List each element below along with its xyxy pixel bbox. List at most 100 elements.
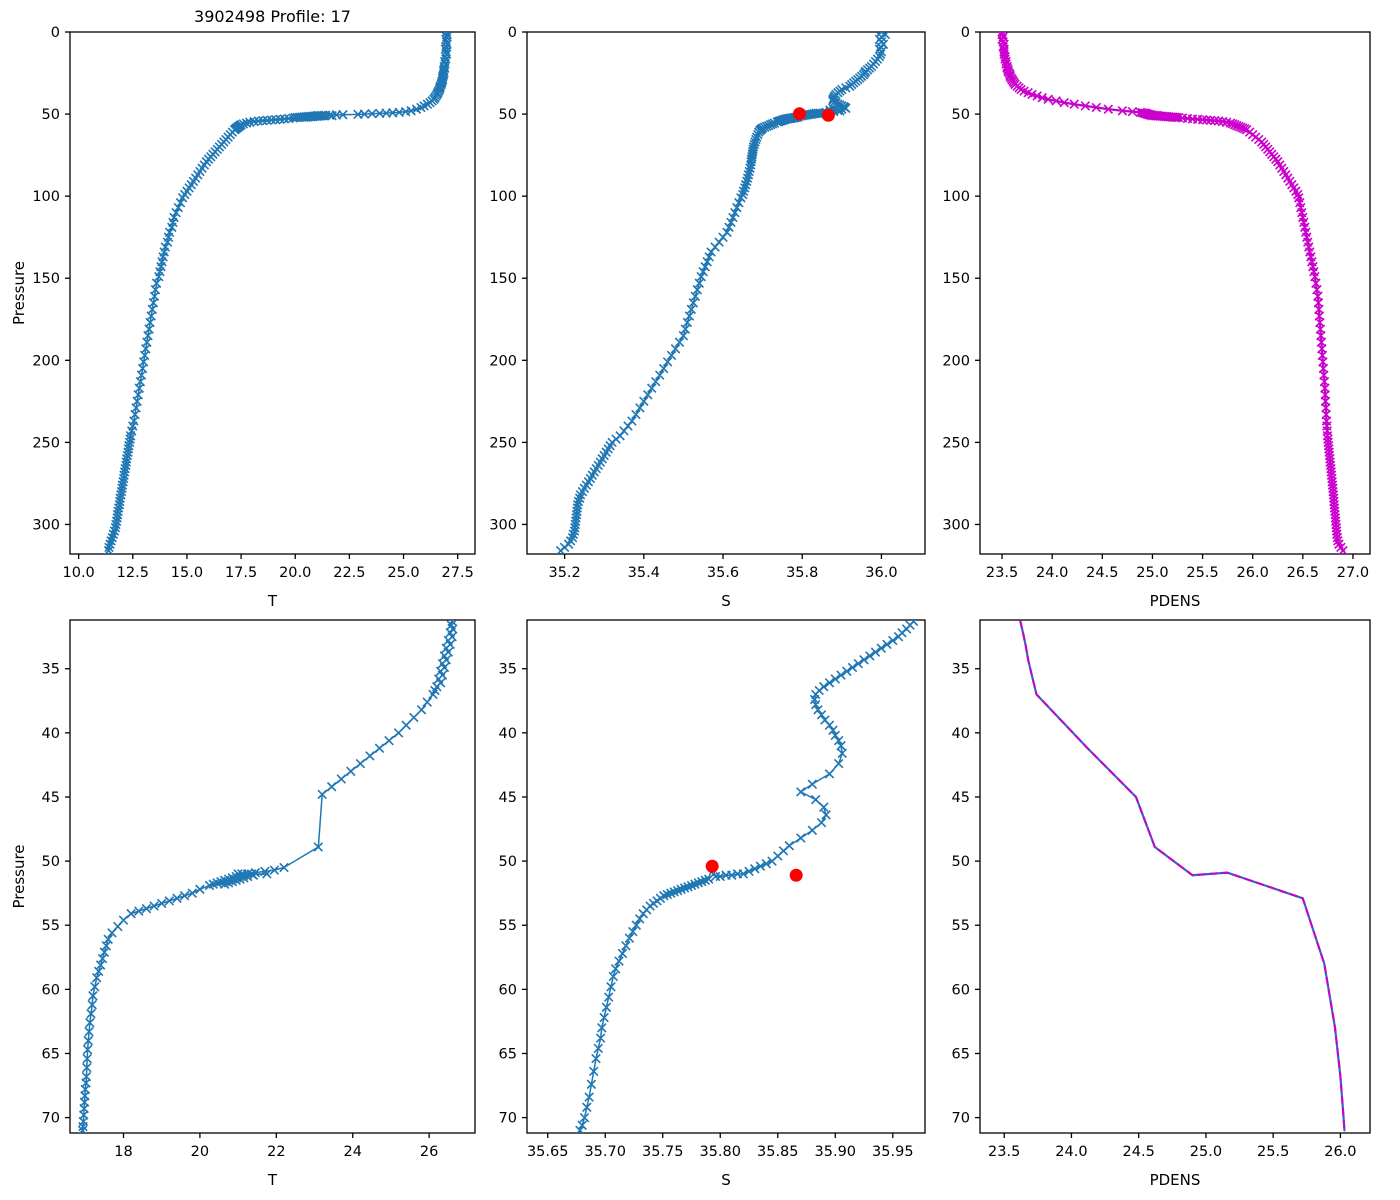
y-tick-label: 50 — [499, 854, 517, 870]
plot-frame — [69, 619, 476, 1134]
y-tick-label: 70 — [42, 1111, 60, 1127]
series-markers — [555, 32, 891, 554]
y-tick-label: 40 — [42, 726, 60, 742]
y-tick-label: 50 — [42, 854, 60, 870]
series-underlay-line — [1019, 620, 1346, 1132]
y-tick-label: 200 — [489, 353, 517, 369]
y-tick-label: 150 — [489, 271, 517, 287]
panel-title: 3902498 Profile: 17 — [194, 7, 351, 26]
x-tick-label: 24.5 — [1086, 565, 1118, 581]
y-tick-label: 55 — [42, 918, 60, 934]
x-tick-label: 22 — [267, 1144, 285, 1160]
y-tick-label: 55 — [952, 918, 970, 934]
x-tick-label: 22.5 — [333, 565, 365, 581]
x-tick-label: 25.0 — [387, 565, 419, 581]
y-tick-label: 55 — [499, 918, 517, 934]
y-tick-label: 35 — [42, 662, 60, 678]
x-tick-label: 17.5 — [225, 565, 257, 581]
y-tick-label: 45 — [499, 790, 517, 806]
y-tick-label: 50 — [42, 107, 60, 123]
x-axis-label: S — [721, 1171, 731, 1189]
x-tick-label: 18 — [114, 1144, 132, 1160]
x-tick-label: 25.5 — [1186, 565, 1218, 581]
x-tick-label: 35.80 — [699, 1144, 741, 1160]
y-tick-label: 60 — [499, 982, 517, 998]
y-tick-label: 0 — [961, 25, 970, 41]
x-tick-label: 35.90 — [815, 1144, 857, 1160]
x-axis-label: PDENS — [1150, 1171, 1201, 1189]
x-tick-label: 36.0 — [865, 565, 897, 581]
x-tick-label: 35.85 — [757, 1144, 799, 1160]
x-tick-label: 25.0 — [1190, 1144, 1222, 1160]
y-tick-label: 65 — [952, 1046, 970, 1062]
y-tick-label: 300 — [489, 517, 517, 533]
y-tick-label: 200 — [942, 353, 970, 369]
x-tick-label: 25.0 — [1136, 565, 1168, 581]
x-tick-label: 35.95 — [872, 1144, 914, 1160]
series-markers — [575, 620, 919, 1133]
y-tick-label: 100 — [489, 189, 517, 205]
y-tick-label: 70 — [499, 1111, 517, 1127]
y-tick-label: 60 — [42, 982, 60, 998]
y-tick-label: 70 — [952, 1111, 970, 1127]
x-tick-label: 23.5 — [988, 1144, 1020, 1160]
y-tick-label: 50 — [499, 107, 517, 123]
y-tick-label: 0 — [51, 25, 60, 41]
x-axis-label: PDENS — [1150, 592, 1201, 610]
series-line — [1001, 32, 1344, 552]
y-tick-label: 50 — [952, 854, 970, 870]
y-tick-label: 250 — [489, 435, 517, 451]
y-tick-label: 50 — [952, 107, 970, 123]
y-tick-label: 45 — [952, 790, 970, 806]
x-tick-label: 20.0 — [279, 565, 311, 581]
y-tick-label: 250 — [942, 435, 970, 451]
y-tick-label: 65 — [499, 1046, 517, 1062]
panel-top-temperature: 10.0 12.5 15.0 17.5 20.0 22.5 25.0 27.5 0 50 100 15… — [10, 7, 476, 610]
y-tick-label: 35 — [952, 662, 970, 678]
series-underlay-line — [1000, 32, 1345, 552]
x-tick-label: 26.0 — [1324, 1144, 1356, 1160]
flagged-salinity-spike-1[interactable] — [705, 859, 719, 873]
x-tick-label: 24.5 — [1123, 1144, 1155, 1160]
flagged-salinity-spike-2[interactable] — [789, 868, 803, 882]
x-tick-label: 35.65 — [527, 1144, 569, 1160]
x-tick-label: 35.4 — [628, 565, 660, 581]
plot-frame — [526, 619, 926, 1134]
x-tick-label: 27.5 — [442, 565, 474, 581]
y-tick-label: 100 — [942, 189, 970, 205]
x-tick-label: 23.5 — [986, 565, 1018, 581]
plot-frame — [526, 31, 926, 555]
panel-top-density: 23.5 24.0 24.5 25.0 25.5 26.0 26.5 27.0 0 50 100 15… — [942, 25, 1371, 610]
y-axis-label: Pressure — [10, 261, 28, 325]
x-tick-label: 26.0 — [1237, 565, 1269, 581]
plot-frame — [979, 619, 1371, 1134]
flagged-salinity-spike-2[interactable] — [821, 108, 835, 122]
x-tick-label: 12.5 — [117, 565, 149, 581]
series-markers — [77, 620, 458, 1133]
x-tick-label: 24.0 — [1055, 1144, 1087, 1160]
plot-frame — [979, 31, 1371, 555]
x-tick-label: 10.0 — [63, 565, 95, 581]
y-tick-label: 250 — [32, 435, 60, 451]
y-tick-label: 0 — [508, 25, 517, 41]
panel-bottom-temperature: 18 20 22 24 26 35 40 45 50 55 60 65 70 T Pressure — [10, 619, 476, 1189]
x-axis-label: T — [267, 1171, 278, 1189]
y-tick-label: 150 — [32, 271, 60, 287]
y-tick-label: 300 — [32, 517, 60, 533]
x-tick-label: 27.0 — [1337, 565, 1369, 581]
panel-bottom-density: 23.5 24.0 24.5 25.0 25.5 26.0 35 40 45 50 55 60 65 70… — [952, 619, 1371, 1189]
x-axis-label: S — [721, 592, 731, 610]
flagged-salinity-spike-1[interactable] — [792, 107, 806, 121]
y-tick-label: 100 — [32, 189, 60, 205]
x-tick-label: 35.70 — [584, 1144, 626, 1160]
panel-top-salinity: 35.2 35.4 35.6 35.8 36.0 0 50 100 150 200 250 300 S — [489, 25, 926, 610]
series-markers — [103, 32, 453, 554]
series-line — [579, 620, 915, 1132]
y-tick-label: 45 — [42, 790, 60, 806]
x-tick-label: 25.5 — [1257, 1144, 1289, 1160]
x-tick-label: 26 — [420, 1144, 438, 1160]
x-tick-label: 24 — [344, 1144, 362, 1160]
plot-frame — [69, 31, 476, 555]
x-axis-label: T — [267, 592, 278, 610]
